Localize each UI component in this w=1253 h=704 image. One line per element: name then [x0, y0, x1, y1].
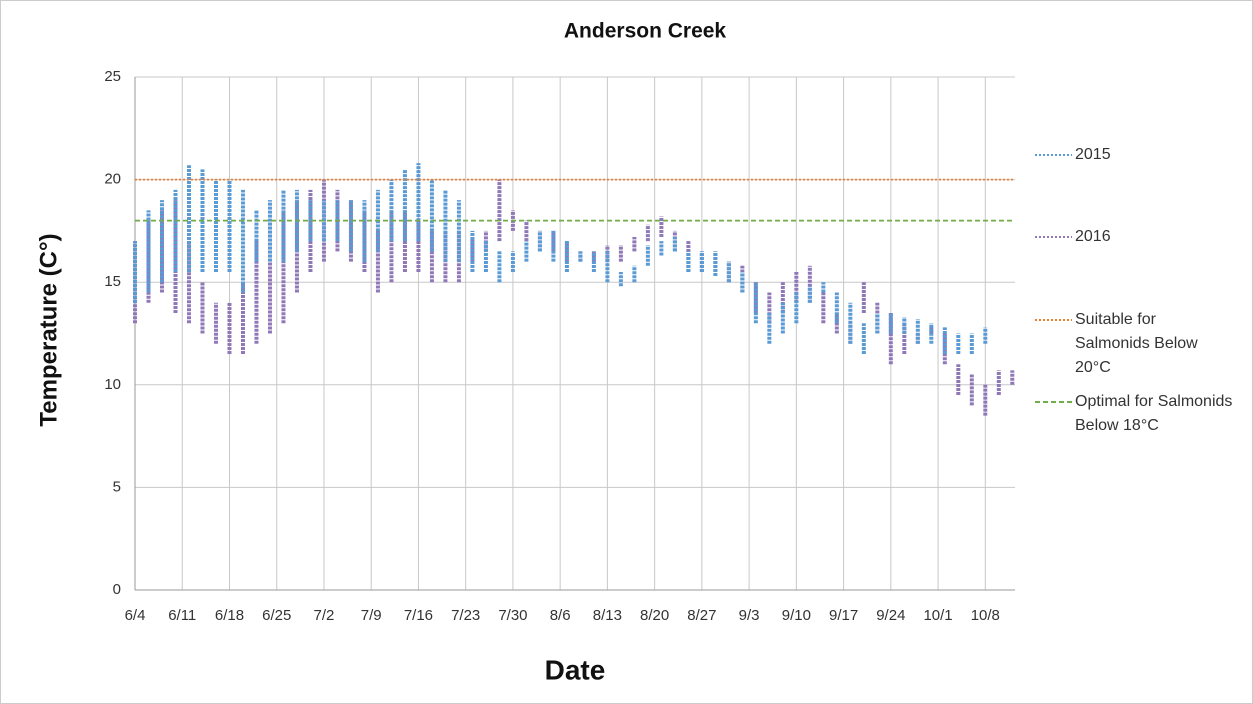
x-tick-label: 7/23	[451, 607, 480, 624]
x-tick-label: 9/24	[876, 607, 905, 624]
x-tick-label: 6/25	[262, 607, 291, 624]
x-tick-label: 9/10	[782, 607, 811, 624]
x-tick-label: 6/11	[168, 607, 196, 624]
legend-label: Suitable for Salmonids Below 20°C	[1075, 311, 1198, 376]
x-tick-label: 7/9	[361, 607, 382, 624]
x-tick-label: 7/16	[404, 607, 433, 624]
x-tick-label: 9/3	[739, 607, 760, 624]
y-axis-label: Temperature (C°)	[35, 233, 62, 426]
y-tick-label: 0	[113, 581, 121, 598]
x-tick-label: 10/1	[923, 607, 952, 624]
x-axis-label: Date	[545, 654, 606, 685]
x-tick-label: 8/6	[550, 607, 571, 624]
legend-label: 2015	[1075, 146, 1111, 163]
x-tick-label: 7/2	[314, 607, 335, 624]
legend-label: 2016	[1075, 228, 1111, 245]
y-tick-label: 15	[104, 273, 121, 290]
y-tick-label: 25	[104, 68, 121, 85]
x-tick-label: 8/27	[687, 607, 716, 624]
chart-title: Anderson Creek	[564, 20, 727, 43]
y-tick-label: 5	[113, 478, 121, 495]
x-tick-label: 6/18	[215, 607, 244, 624]
legend-label: Optimal for Salmonids Below 18°C	[1075, 393, 1233, 434]
x-tick-label: 8/20	[640, 607, 669, 624]
x-tick-label: 10/8	[971, 607, 1000, 624]
x-tick-label: 9/17	[829, 607, 858, 624]
x-tick-label: 7/30	[498, 607, 527, 624]
y-tick-label: 20	[104, 171, 121, 188]
x-tick-label: 8/13	[593, 607, 622, 624]
y-tick-label: 10	[104, 376, 121, 393]
x-tick-label: 6/4	[125, 607, 146, 624]
